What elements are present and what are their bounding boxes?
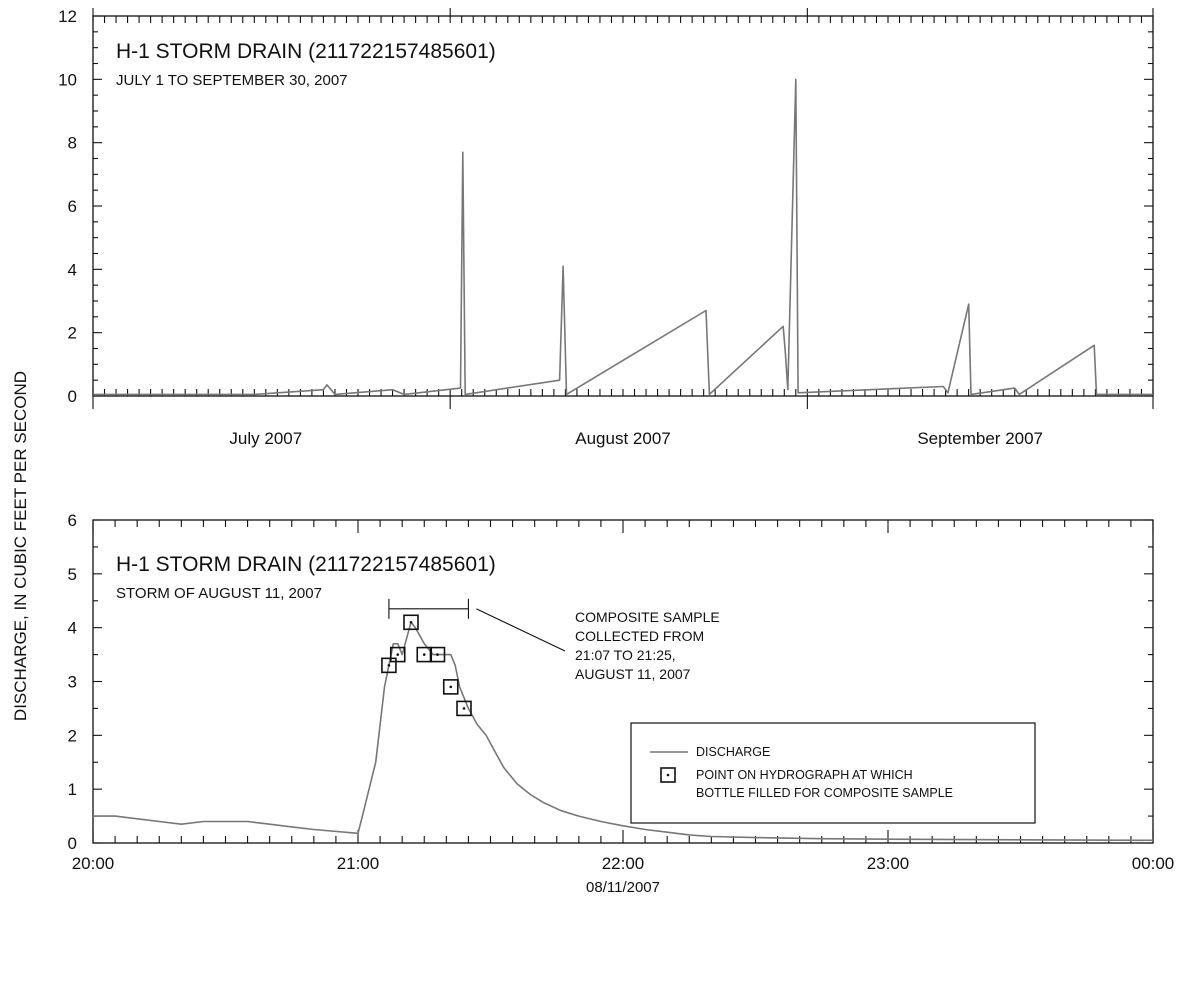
legend-marker-dot [666,773,670,777]
top-y-tick-label: 6 [68,197,77,216]
sample-marker-dot [436,653,439,656]
bottom-chart-subtitle: STORM OF AUGUST 11, 2007 [116,585,322,602]
sample-marker [381,657,397,674]
legend: DISCHARGE POINT ON HYDROGRAPH AT WHICH B… [630,722,1036,824]
bottom-y-tick-label: 5 [68,565,77,584]
bottom-x-tick-label: 21:00 [337,854,380,873]
bottom-y-tick-label: 0 [68,834,77,853]
top-y-tick-label: 10 [58,70,77,89]
bottom-x-axis-label: 08/11/2007 [586,879,660,896]
annotation-line-2: COLLECTED FROM [575,628,704,644]
sample-marker-dot [396,653,400,656]
bottom-axis-ticks [92,519,1154,844]
sample-marker-dot [422,653,426,656]
legend-label-discharge: DISCHARGE [696,745,770,759]
sample-marker [456,700,472,717]
bottom-y-tick-labels: 0 1 2 3 4 5 6 [68,511,77,853]
y-axis-label: DISCHARGE, IN CUBIC FEET PER SECOND [11,371,30,721]
top-x-tick-label: July 2007 [229,429,302,448]
annotation-line-1: COMPOSITE SAMPLE [575,609,720,625]
bottom-chart-title: H-1 STORM DRAIN (211722157485601) [116,553,496,576]
top-chart-title: H-1 STORM DRAIN (211722157485601) [116,40,496,63]
sample-marker-dot [462,707,466,710]
sample-marker [442,679,459,695]
bottom-x-tick-label: 22:00 [602,854,645,873]
bottom-x-tick-label: 20:00 [72,854,115,873]
annotation-leader-line [476,608,566,652]
sample-markers [381,614,472,717]
bottom-discharge-line [93,621,1154,842]
sample-marker [429,646,446,663]
top-axis-ticks [92,8,1154,409]
composite-sample-annotation: COMPOSITE SAMPLE COLLECTED FROM 21:07 TO… [388,598,720,682]
bottom-x-tick-label: 23:00 [867,854,910,873]
sample-marker-dot [409,620,413,624]
bottom-y-tick-label: 2 [68,726,77,745]
top-y-tick-label: 12 [58,7,77,26]
top-chart-subtitle: JULY 1 TO SEPTEMBER 30, 2007 [116,72,348,89]
sample-marker [389,646,406,663]
bottom-y-tick-label: 4 [68,619,77,638]
bottom-y-tick-label: 3 [68,673,77,692]
top-x-tick-label: September 2007 [917,429,1043,448]
top-x-tick-labels: July 2007 August 2007 September 2007 [229,429,1043,448]
legend-label-sample-1: POINT ON HYDROGRAPH AT WHICH [696,768,913,782]
top-y-tick-label: 2 [68,324,77,343]
legend-label-sample-2: BOTTLE FILLED FOR COMPOSITE SAMPLE [696,786,953,800]
legend-box [630,722,1036,824]
bottom-x-tick-labels: 20:00 21:00 22:00 23:00 00:00 [72,854,1175,873]
top-y-tick-label: 0 [68,387,77,406]
top-y-tick-labels: 0 2 4 6 8 10 12 [58,7,77,406]
sample-marker [403,614,419,631]
sample-marker-dot [449,685,453,689]
bottom-y-tick-label: 6 [68,511,77,530]
top-y-tick-label: 8 [68,134,77,153]
legend-marker-swatch [660,767,676,783]
top-chart-panel: 0 2 4 6 8 10 12 July 2007 August 2007 September … [58,7,1154,448]
bottom-chart-panel: 0 1 2 3 4 5 6 20:00 21:00 22:00 23:00 00:00 H-1 ST… [68,511,1175,873]
annotation-line-3: 21:07 TO 21:25, [575,647,676,663]
sample-marker-dot [387,664,391,667]
bottom-y-tick-label: 1 [68,780,77,799]
top-y-tick-label: 4 [68,260,77,279]
bottom-x-tick-label: 00:00 [1132,854,1175,873]
top-x-tick-label: August 2007 [575,429,670,448]
annotation-line-4: AUGUST 11, 2007 [575,666,691,682]
top-discharge-line [93,78,1153,396]
